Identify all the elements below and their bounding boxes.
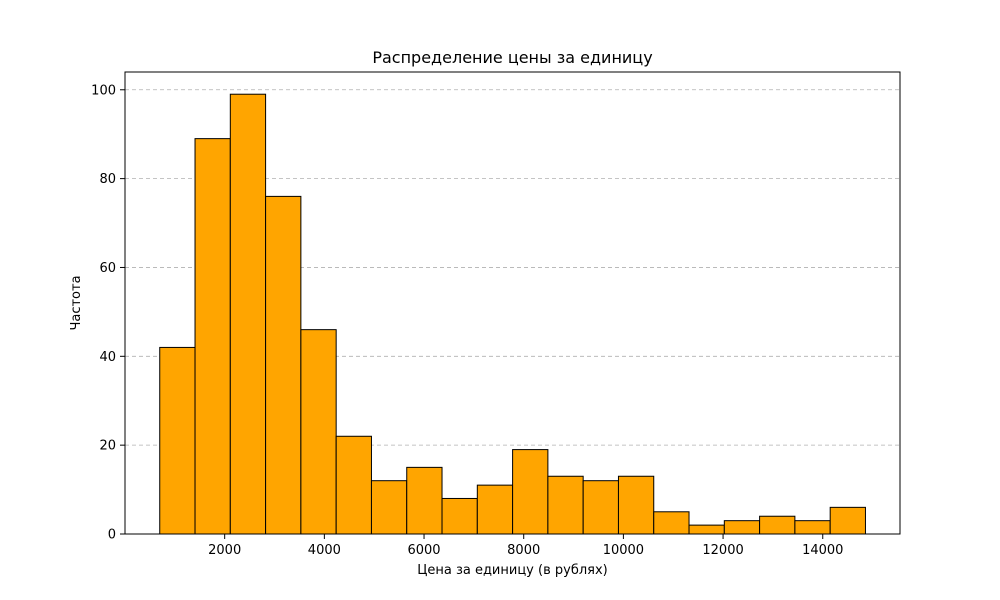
histogram-bar [547,475,584,535]
histogram-bar [723,520,761,535]
histogram-bars [159,93,866,535]
histogram-bar [582,480,619,535]
y-tick-label: 80 [99,172,116,187]
x-tick-label: 8000 [507,543,540,558]
y-tick-label: 0 [108,528,116,543]
histogram-bar [512,449,549,535]
histogram-bar [794,520,831,535]
histogram-bar [653,511,690,535]
histogram-bar [829,506,866,535]
histogram-bar [759,515,796,535]
y-axis-title: Частота [69,275,84,330]
y-tick-label: 100 [91,83,116,98]
histogram-bar [159,346,196,535]
x-tick-label: 10000 [603,543,644,558]
histogram-bar [406,466,443,535]
x-tick-label: 6000 [407,543,440,558]
histogram-bar [688,524,725,535]
histogram-bar [441,497,478,535]
y-tick-label: 20 [99,439,116,454]
histogram-bar [476,484,514,535]
y-axis-ticks: 0 20 40 60 80 100 [91,83,125,543]
x-axis-title: Цена за единицу (в рублях) [417,563,607,578]
histogram-bar [617,475,655,535]
histogram-bar [370,480,408,535]
y-tick-label: 40 [99,350,116,365]
x-tick-label: 12000 [702,543,743,558]
histogram-bar [229,93,267,535]
x-axis-ticks: 2000 4000 6000 8000 10000 12000 14000 [208,534,843,558]
chart-title: Распределение цены за единицу [372,48,652,67]
histogram-bar [265,195,302,535]
x-tick-label: 14000 [802,543,843,558]
y-tick-label: 60 [99,261,116,276]
x-tick-label: 4000 [308,543,341,558]
plot-frame [124,71,901,535]
histogram-bar [300,329,337,535]
histogram-bar [194,138,231,535]
histogram-bar [335,435,372,535]
x-tick-label: 2000 [208,543,241,558]
